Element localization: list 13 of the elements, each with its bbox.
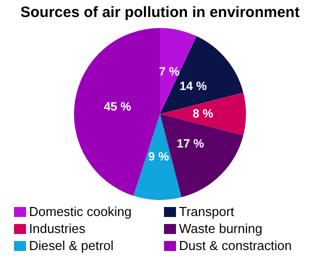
data-label: 14 %	[179, 78, 208, 93]
legend-label: Dust & constraction	[179, 238, 292, 253]
data-label: 8 %	[192, 106, 214, 120]
legend-label: Industries	[29, 221, 86, 236]
data-label: 17 %	[176, 136, 204, 151]
data-label: 9 %	[148, 149, 170, 164]
legend-label: Diesel & petrol	[29, 238, 114, 253]
legend-label: Domestic cooking	[29, 204, 132, 219]
legend-label: Transport	[179, 204, 234, 219]
data-label: 7 %	[159, 64, 180, 78]
data-label: 45 %	[104, 100, 132, 114]
legend-label: Waste burning	[179, 221, 262, 236]
chart-title: Sources of air pollution in environment	[19, 3, 301, 23]
